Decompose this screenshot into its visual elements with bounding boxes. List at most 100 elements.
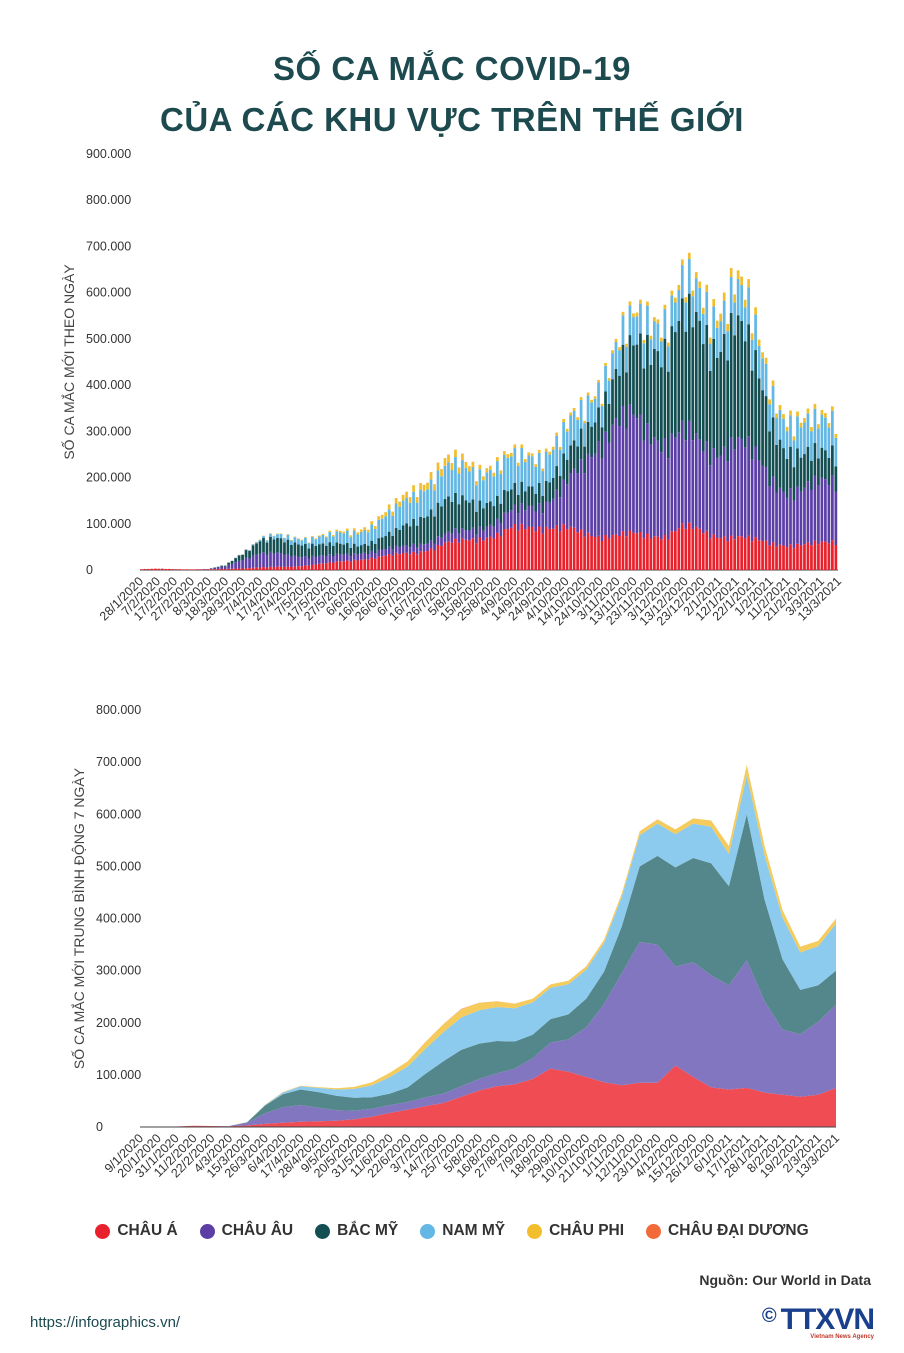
bar-segment	[537, 482, 541, 504]
bar-segment	[646, 301, 649, 306]
bar-segment	[495, 495, 499, 519]
bar-segment	[729, 276, 733, 313]
bar-segment	[824, 479, 827, 542]
bar-segment	[834, 545, 838, 570]
bar-segment	[785, 431, 789, 459]
bar-segment	[597, 407, 600, 442]
bar-segment	[461, 460, 464, 496]
bar-segment	[527, 526, 531, 570]
bar-segment	[373, 543, 377, 554]
bar-segment	[604, 391, 607, 432]
bar-segment	[537, 526, 541, 570]
bar-segment	[482, 480, 485, 509]
bar-segment	[286, 566, 290, 570]
bar-segment	[621, 344, 625, 406]
bar-segment	[366, 532, 370, 546]
bar-segment	[733, 302, 737, 336]
bar-segment	[509, 456, 513, 490]
bar-segment	[363, 529, 367, 544]
website-link[interactable]: https://infographics.vn/	[30, 1314, 181, 1331]
legend-label: CHÂU ĐẠI DƯƠNG	[668, 1222, 809, 1239]
bar-segment	[796, 448, 799, 487]
bar-segment	[621, 405, 625, 532]
y-tick-label: 200.000	[86, 471, 131, 485]
bar-segment	[537, 503, 541, 527]
bar-segment	[516, 513, 520, 531]
bar-segment	[317, 563, 321, 570]
bar-segment	[520, 444, 524, 448]
bar-segment	[293, 536, 297, 538]
bar-segment	[436, 470, 440, 503]
bar-segment	[743, 447, 747, 539]
bar-segment	[558, 449, 562, 477]
bar-segment	[293, 566, 297, 570]
bar-segment	[548, 528, 552, 570]
bar-segment	[331, 545, 335, 557]
bar-segment	[335, 553, 339, 562]
bar-segment	[761, 358, 764, 391]
bar-segment	[660, 337, 663, 342]
bar-segment	[321, 533, 325, 535]
bar-segment	[433, 550, 436, 570]
bar-segment	[757, 378, 761, 461]
y-tick-label: 900.000	[86, 147, 131, 161]
bar-segment	[813, 475, 817, 541]
bar-segment	[635, 344, 639, 419]
bar-segment	[202, 569, 206, 570]
bar-segment	[569, 415, 572, 446]
bar-segment	[398, 547, 401, 555]
bar-segment	[614, 534, 618, 570]
bar-segment	[719, 313, 723, 322]
bar-segment	[489, 469, 492, 502]
bar-segment	[653, 321, 656, 349]
bar-segment	[447, 462, 450, 497]
bar-segment	[380, 556, 384, 570]
bar-segment	[733, 539, 737, 570]
bar-segment	[708, 343, 712, 372]
bar-segment	[244, 557, 248, 569]
bar-segment	[530, 526, 534, 570]
bar-segment	[806, 481, 810, 543]
bar-segment	[338, 554, 342, 562]
bar-segment	[150, 568, 154, 570]
bar-segment	[764, 540, 768, 570]
bar-segment	[660, 367, 663, 453]
bar-segment	[618, 535, 621, 570]
bar-segment	[415, 554, 419, 570]
bar-segment	[464, 500, 468, 531]
bar-segment	[433, 490, 436, 517]
bar-segment	[297, 544, 300, 557]
bar-segment	[345, 560, 349, 570]
bar-segment	[408, 526, 412, 548]
bar-segment	[523, 510, 527, 530]
bar-segment	[597, 379, 600, 383]
bar-segment	[387, 509, 391, 532]
bar-segment	[803, 417, 806, 423]
bar-segment	[712, 338, 716, 449]
bar-segment	[694, 311, 698, 434]
bar-segment	[684, 331, 688, 441]
bar-segment	[687, 293, 691, 421]
legend-item-europe: CHÂU ÂU	[199, 1222, 293, 1240]
bar-segment	[562, 479, 566, 525]
bar-segment	[468, 466, 471, 472]
bar-segment	[311, 543, 314, 556]
y-tick-label: 800.000	[96, 703, 141, 717]
bar-segment	[450, 463, 454, 471]
bar-segment	[796, 543, 799, 570]
bar-segment	[482, 476, 485, 481]
y-tick-label: 100.000	[96, 1068, 141, 1082]
bar-segment	[499, 523, 503, 537]
bar-segment	[181, 569, 185, 570]
bar-segment	[436, 502, 440, 537]
bar-segment	[747, 279, 750, 288]
bar-segment	[824, 417, 827, 451]
bar-segment	[262, 552, 265, 568]
bar-segment	[509, 489, 513, 511]
bar-segment	[370, 524, 374, 541]
bar-segment	[324, 563, 328, 570]
bar-segment	[363, 559, 367, 570]
bar-segment	[541, 496, 545, 514]
bar-segment	[708, 337, 712, 344]
bar-segment	[366, 559, 370, 570]
